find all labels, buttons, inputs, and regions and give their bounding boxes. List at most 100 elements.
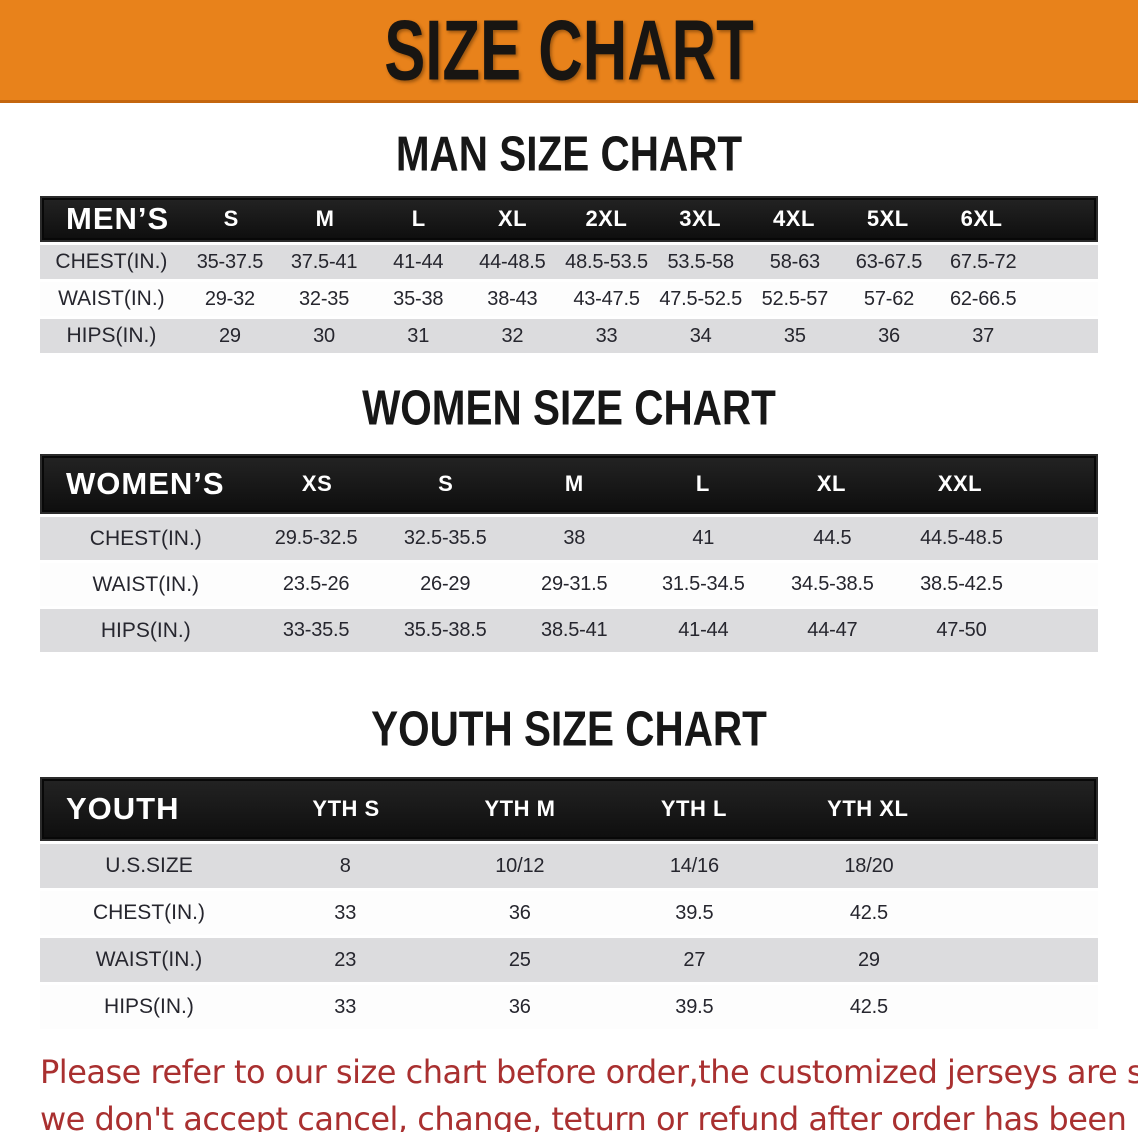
- cell-value: 33: [334, 901, 357, 924]
- table-header-row: YOUTH YTH S YTH M YTH L YTH XL: [40, 777, 1098, 841]
- column-header: YTH S: [312, 796, 380, 821]
- table-row: U.S.SIZE 8 10/12 14/16 18/20: [40, 844, 1098, 888]
- cell-value: 25: [508, 948, 531, 971]
- cell-value: 31: [407, 324, 430, 347]
- row-label: HIPS(IN.): [66, 324, 157, 347]
- cell-value: 67.5-72: [949, 250, 1017, 273]
- column-header: 4XL: [773, 206, 815, 231]
- cell-value: 36: [878, 324, 900, 347]
- cell-value: 63-67.5: [855, 250, 923, 273]
- table-row: HIPS(IN.) 33-35.5 35.5-38.5 38.5-41 41-44 44-…: [40, 609, 1098, 652]
- row-label: WAIST(IN.): [92, 572, 200, 596]
- cell-value: 23: [334, 948, 357, 971]
- youth-section-heading: YOUTH SIZE CHART: [371, 702, 767, 757]
- cell-value: 44.5: [813, 527, 852, 549]
- table-row: HIPS(IN.) 29 30 31 32 33 34 35 36 37: [40, 319, 1098, 353]
- table-row: WAIST(IN.) 23.5-26 26-29 29-31.5 31.5-34.5 34…: [40, 563, 1098, 606]
- page-title: SIZE CHART: [384, 2, 754, 98]
- cell-value: 35-37.5: [196, 250, 264, 273]
- cell-value: 58-63: [769, 250, 820, 273]
- women-section-heading: WOMEN SIZE CHART: [362, 381, 776, 436]
- cell-value: 29.5-32.5: [274, 527, 358, 549]
- row-label: CHEST(IN.): [89, 526, 202, 550]
- cell-value: 47.5-52.5: [659, 287, 743, 310]
- column-header: 5XL: [866, 206, 909, 231]
- row-label: HIPS(IN.): [100, 618, 191, 642]
- column-header: XL: [816, 471, 846, 496]
- order-notice: Please refer to our size chart before or…: [40, 1049, 1138, 1132]
- men-size-table: MEN’S S M L XL 2XL 3XL 4XL 5XL 6XL CHEST(IN.) 35-37…: [40, 196, 1098, 353]
- cell-value: 10/12: [495, 854, 545, 877]
- row-label: HIPS(IN.): [104, 995, 194, 1018]
- cell-value: 33: [595, 324, 618, 347]
- table-row: CHEST(IN.) 35-37.5 37.5-41 41-44 44-48.5 48.5…: [40, 245, 1098, 279]
- cell-value: 53.5-58: [667, 250, 734, 273]
- cell-value: 33: [334, 995, 357, 1018]
- cell-value: 34: [689, 324, 712, 347]
- cell-value: 38.5-41: [541, 619, 608, 641]
- cell-value: 41-44: [393, 250, 444, 273]
- table-header-row: MEN’S S M L XL 2XL 3XL 4XL 5XL 6XL: [40, 196, 1098, 242]
- cell-value: 38: [563, 527, 586, 549]
- cell-value: 41: [692, 527, 715, 549]
- column-header: YTH M: [484, 796, 556, 821]
- table-row: WAIST(IN.) 23 25 27 29: [40, 938, 1098, 982]
- cell-value: 42.5: [849, 901, 888, 924]
- cell-value: 32-35: [298, 287, 350, 310]
- women-size-section: WOMEN SIZE CHART WOMEN’S XS S M L XL XXL CHEST(…: [0, 381, 1138, 652]
- cell-value: 44.5-48.5: [920, 527, 1003, 549]
- column-header: L: [411, 206, 426, 231]
- notice-line-2: we don't accept cancel, change, teturn o…: [40, 1100, 1138, 1132]
- youth-size-section: YOUTH SIZE CHART YOUTH YTH S YTH M YTH L YTH…: [0, 702, 1138, 1029]
- column-header: YTH XL: [827, 796, 909, 821]
- cell-value: 29: [857, 948, 880, 971]
- cell-value: 29: [218, 324, 241, 347]
- row-label: WAIST(IN.): [58, 287, 165, 310]
- cell-value: 39.5: [675, 995, 714, 1018]
- men-section-heading: MAN SIZE CHART: [395, 127, 743, 182]
- row-label: CHEST(IN.): [92, 901, 205, 924]
- column-header: 3XL: [679, 206, 722, 231]
- column-header: XS: [301, 471, 333, 496]
- cell-value: 26-29: [420, 573, 471, 595]
- cell-value: 27: [683, 948, 706, 971]
- cell-value: 23.5-26: [282, 573, 350, 595]
- table-corner-label: YOUTH: [66, 791, 180, 826]
- column-header: YTH L: [660, 796, 727, 821]
- cell-value: 14/16: [669, 854, 719, 877]
- cell-value: 29-31.5: [541, 573, 608, 595]
- row-label: WAIST(IN.): [95, 948, 203, 971]
- notice-line-1: Please refer to our size chart before or…: [40, 1053, 1138, 1091]
- cell-value: 32.5-35.5: [403, 527, 487, 549]
- cell-value: 30: [313, 324, 335, 347]
- cell-value: 37: [972, 324, 995, 347]
- cell-value: 44-47: [807, 619, 858, 641]
- cell-value: 35.5-38.5: [403, 619, 487, 641]
- cell-value: 31.5-34.5: [661, 573, 745, 595]
- table-row: CHEST(IN.) 29.5-32.5 32.5-35.5 38 41 44.5 44.5…: [40, 517, 1098, 560]
- cell-value: 47-50: [936, 619, 987, 641]
- column-header: 2XL: [585, 206, 628, 231]
- cell-value: 34.5-38.5: [791, 573, 874, 595]
- cell-value: 52.5-57: [761, 287, 829, 310]
- cell-value: 35: [783, 324, 806, 347]
- cell-value: 38-43: [487, 287, 538, 310]
- cell-value: 57-62: [863, 287, 915, 310]
- cell-value: 41-44: [678, 619, 729, 641]
- cell-value: 62-66.5: [949, 287, 1017, 310]
- cell-value: 36: [508, 901, 531, 924]
- table-corner-label: WOMEN’S: [66, 466, 225, 501]
- column-header: S: [223, 206, 239, 231]
- table-header-row: WOMEN’S XS S M L XL XXL: [40, 454, 1098, 514]
- table-row: WAIST(IN.) 29-32 32-35 35-38 38-43 43-47.5 47.…: [40, 282, 1098, 316]
- cell-value: 33-35.5: [282, 619, 350, 641]
- cell-value: 43-47.5: [573, 287, 640, 310]
- cell-value: 32: [501, 324, 524, 347]
- row-label: U.S.SIZE: [105, 854, 193, 877]
- column-header: M: [564, 471, 584, 496]
- cell-value: 38.5-42.5: [920, 573, 1003, 595]
- table-corner-label: MEN’S: [66, 201, 170, 236]
- cell-value: 42.5: [849, 995, 888, 1018]
- women-size-table: WOMEN’S XS S M L XL XXL CHEST(IN.) 29.5-32.5 32.5…: [40, 454, 1098, 652]
